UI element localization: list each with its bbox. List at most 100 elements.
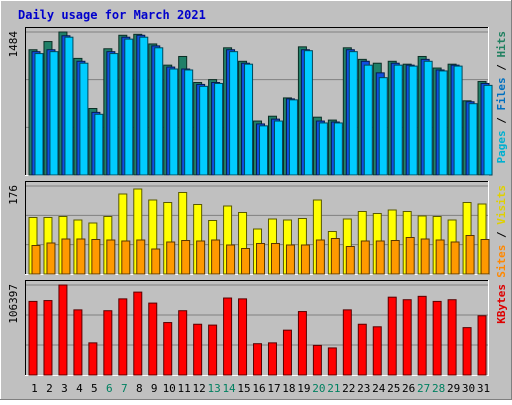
bar-kbytes-day-26: [402, 299, 412, 376]
bar-sites-day-25: [390, 240, 400, 275]
day-label-3: 3: [61, 382, 68, 395]
bar-kbytes-day-13: [208, 324, 218, 376]
day-label-26: 26: [402, 382, 415, 395]
bar-pages-day-4: [79, 62, 89, 176]
bar-kbytes-day-20: [312, 344, 322, 376]
legend-entry-visits: Visits: [495, 185, 508, 225]
day-label-24: 24: [372, 382, 386, 395]
bar-pages-day-22: [348, 51, 358, 176]
day-label-1: 1: [31, 382, 38, 395]
bar-sites-day-31: [480, 239, 490, 275]
day-label-11: 11: [178, 382, 191, 395]
bar-sites-day-3: [61, 238, 71, 275]
bar-kbytes-day-22: [342, 309, 352, 376]
bar-pages-day-7: [124, 38, 134, 176]
panel-1-legend: Sites / Visits: [495, 185, 508, 278]
bar-sites-day-1: [31, 245, 41, 275]
panel-1-ymax-label: 176: [7, 185, 20, 205]
day-label-14: 14: [222, 382, 236, 395]
panel-0-legend: Pages / Files / Hits: [495, 31, 508, 164]
bar-pages-day-12: [199, 85, 209, 176]
day-label-23: 23: [357, 382, 370, 395]
bar-kbytes-day-23: [357, 323, 367, 376]
bar-sites-day-13: [211, 239, 221, 275]
day-label-31: 31: [477, 382, 490, 395]
day-label-8: 8: [136, 382, 143, 395]
bar-kbytes-day-29: [447, 299, 457, 376]
bar-kbytes-day-8: [133, 291, 143, 376]
bar-kbytes-day-30: [462, 327, 472, 376]
legend-separator: /: [495, 58, 508, 78]
bar-sites-day-14: [226, 244, 236, 275]
day-label-13: 13: [207, 382, 220, 395]
bar-sites-day-22: [345, 246, 355, 275]
day-label-7: 7: [121, 382, 128, 395]
bar-pages-day-25: [393, 64, 403, 176]
day-label-21: 21: [327, 382, 340, 395]
bar-kbytes-day-11: [178, 310, 188, 376]
bar-kbytes-day-21: [327, 347, 337, 376]
day-label-29: 29: [447, 382, 460, 395]
chart-title: Daily usage for March 2021: [18, 8, 206, 22]
bar-sites-day-11: [181, 240, 191, 275]
bar-pages-day-16: [259, 125, 269, 176]
panel-2-ymax-label: 106397: [7, 284, 20, 324]
bar-sites-day-2: [46, 242, 56, 275]
legend-separator: /: [495, 111, 508, 131]
bar-pages-day-6: [109, 53, 119, 176]
bar-pages-day-23: [363, 64, 373, 176]
bar-pages-day-19: [303, 50, 313, 176]
bar-kbytes-day-16: [253, 343, 263, 376]
day-label-25: 25: [387, 382, 400, 395]
day-label-30: 30: [462, 382, 475, 395]
bar-kbytes-day-17: [267, 342, 277, 376]
bar-sites-day-9: [151, 248, 161, 275]
bar-kbytes-day-6: [103, 310, 113, 376]
bar-pages-day-14: [229, 51, 239, 176]
day-label-28: 28: [432, 382, 445, 395]
bar-sites-day-20: [315, 239, 325, 275]
bar-kbytes-day-15: [238, 298, 248, 376]
day-label-17: 17: [267, 382, 280, 395]
bar-kbytes-day-14: [223, 297, 233, 376]
bar-pages-day-31: [483, 84, 493, 176]
bar-kbytes-day-9: [148, 302, 158, 376]
bar-sites-day-19: [300, 244, 310, 275]
legend-entry-files: Files: [495, 77, 508, 110]
bar-pages-day-3: [64, 36, 74, 176]
bar-kbytes-day-24: [372, 326, 382, 376]
bar-sites-day-27: [420, 238, 430, 275]
bar-sites-day-23: [360, 240, 370, 275]
bar-kbytes-day-4: [73, 309, 83, 376]
bar-pages-day-24: [378, 77, 388, 176]
bar-sites-day-8: [136, 239, 146, 275]
day-label-6: 6: [106, 382, 113, 395]
bar-kbytes-day-7: [118, 298, 128, 376]
bar-pages-day-30: [468, 103, 478, 176]
panels-layer: 1484 Pages / Files / Hits 176 Sites / Visit…: [7, 27, 508, 376]
bar-kbytes-day-27: [417, 295, 427, 376]
bar-pages-day-20: [318, 122, 328, 176]
bar-pages-day-21: [333, 122, 343, 176]
day-label-16: 16: [252, 382, 265, 395]
bar-sites-day-7: [121, 240, 131, 275]
bar-pages-day-18: [288, 99, 298, 176]
day-label-2: 2: [46, 382, 53, 395]
bar-kbytes-day-12: [193, 323, 203, 376]
bar-pages-day-1: [34, 53, 44, 176]
legend-entry-hits: Hits: [495, 31, 508, 58]
bar-sites-day-16: [256, 243, 266, 275]
bar-kbytes-day-2: [43, 300, 53, 376]
bar-sites-day-15: [241, 248, 251, 275]
bar-pages-day-13: [214, 82, 224, 176]
bar-sites-day-5: [91, 239, 101, 275]
bar-kbytes-day-10: [163, 322, 173, 376]
bar-kbytes-day-28: [432, 300, 442, 376]
bar-sites-day-24: [375, 240, 385, 275]
legend-entry-pages: Pages: [495, 130, 508, 163]
legend-separator: /: [495, 225, 508, 245]
day-label-22: 22: [342, 382, 355, 395]
day-label-18: 18: [282, 382, 295, 395]
bar-sites-day-18: [285, 244, 295, 275]
